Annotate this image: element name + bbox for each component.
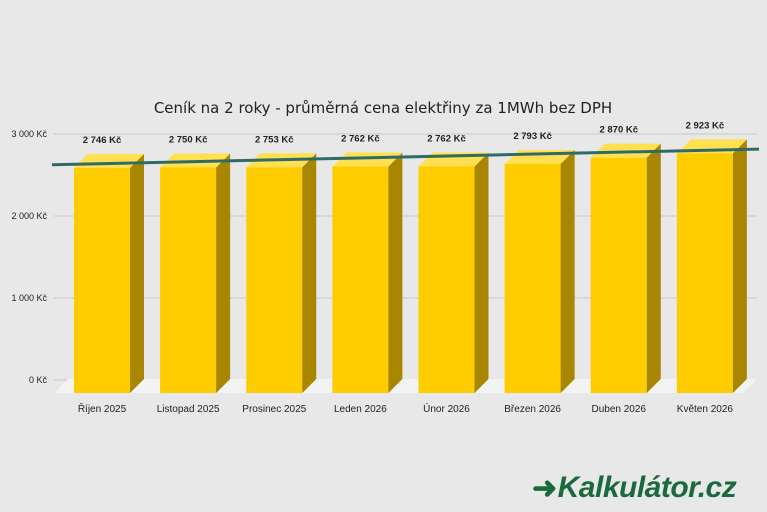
bar-front bbox=[74, 167, 130, 393]
bar-front bbox=[676, 153, 733, 393]
bar bbox=[332, 152, 403, 393]
data-label: 2 923 Kč bbox=[686, 120, 725, 131]
x-tick-label: Leden 2026 bbox=[334, 404, 387, 415]
x-tick-label: Duben 2026 bbox=[592, 404, 647, 415]
x-tick-label: Březen 2026 bbox=[504, 404, 561, 415]
data-label: 2 746 Kč bbox=[83, 135, 122, 146]
bar-side bbox=[646, 143, 661, 393]
bar-side bbox=[474, 152, 489, 393]
data-label: 2 762 Kč bbox=[341, 134, 380, 145]
data-label: 2 793 Kč bbox=[513, 131, 552, 142]
x-tick-label: Listopad 2025 bbox=[157, 404, 220, 415]
bar-front bbox=[246, 167, 303, 393]
bar-side bbox=[388, 152, 403, 393]
bar bbox=[504, 149, 575, 393]
data-label: 2 753 Kč bbox=[255, 134, 294, 145]
y-tick-label: 0 Kč bbox=[29, 375, 48, 385]
data-label: 2 762 Kč bbox=[427, 134, 466, 145]
y-tick-label: 2 000 Kč bbox=[11, 211, 47, 221]
bar-side bbox=[732, 139, 747, 393]
bar-side bbox=[130, 153, 144, 393]
chart-floor bbox=[54, 379, 757, 393]
y-tick-label: 3 000 Kč bbox=[11, 129, 47, 139]
trend-line bbox=[51, 147, 760, 167]
data-label: 2 750 Kč bbox=[169, 135, 208, 146]
arrow-right-icon: ➜ bbox=[532, 471, 557, 505]
bar-front bbox=[332, 166, 389, 393]
bar-side bbox=[560, 149, 575, 393]
bar bbox=[418, 152, 489, 393]
bar bbox=[74, 153, 144, 393]
bar-side bbox=[302, 153, 317, 393]
bar-front bbox=[418, 166, 475, 393]
brand-text: Kalkulátor.cz bbox=[557, 471, 737, 504]
x-tick-label: Květen 2026 bbox=[677, 404, 734, 415]
bar bbox=[246, 153, 317, 393]
x-tick-label: Únor 2026 bbox=[423, 402, 470, 415]
x-tick-label: Říjen 2025 bbox=[78, 402, 127, 415]
y-tick-label: 1 000 Kč bbox=[11, 293, 47, 303]
bar bbox=[590, 143, 661, 393]
bar-front bbox=[504, 163, 561, 393]
bar bbox=[160, 153, 231, 393]
kalkulator-logo: ➜ Kalkulátor.cz bbox=[532, 468, 737, 508]
chart-title: Ceník na 2 roky - průměrná cena elektřin… bbox=[154, 99, 612, 117]
bar-front bbox=[160, 167, 217, 393]
bar-front bbox=[590, 157, 647, 393]
bar-side bbox=[216, 153, 231, 393]
bar bbox=[676, 139, 747, 393]
data-label: 2 870 Kč bbox=[599, 125, 638, 136]
x-tick-label: Prosinec 2025 bbox=[242, 404, 306, 415]
